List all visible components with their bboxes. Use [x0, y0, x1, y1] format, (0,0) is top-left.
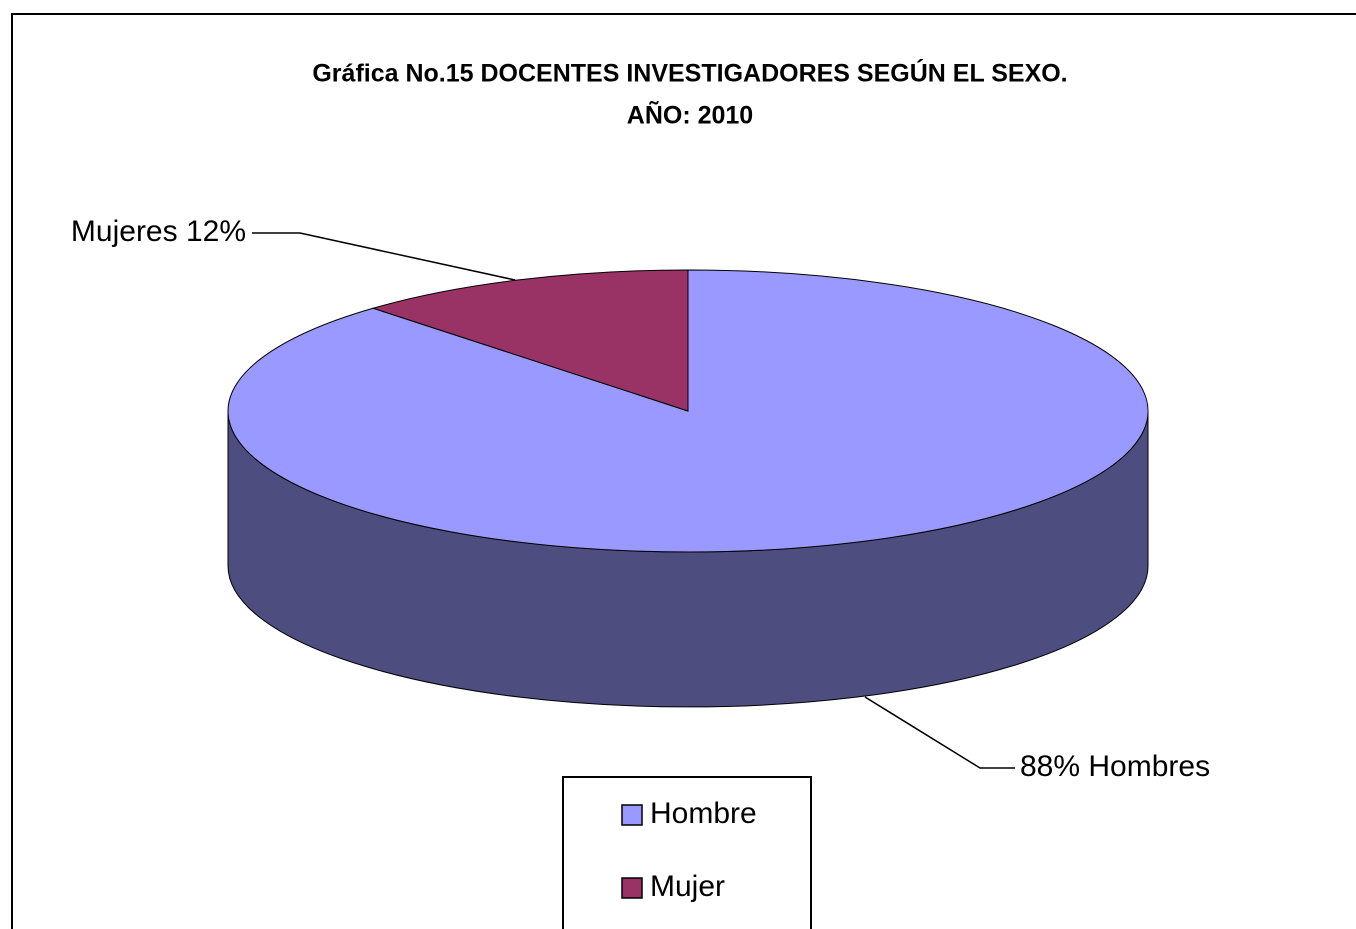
data-label: Mujeres 12%	[71, 215, 246, 248]
legend-label: Mujer	[650, 870, 725, 903]
legend-swatch	[621, 877, 643, 899]
leader-line	[252, 232, 516, 281]
legend-swatch	[621, 804, 643, 826]
leader-line	[864, 696, 1015, 769]
legend-label: Hombre	[650, 797, 757, 830]
chart-title: Gráfica No.15 DOCENTES INVESTIGADORES SE…	[312, 58, 1067, 88]
legend-box	[562, 776, 812, 929]
pie	[227, 269, 1149, 708]
data-label: 88% Hombres	[1020, 750, 1210, 783]
slice	[371, 269, 689, 412]
chart-subtitle: AÑO: 2010	[627, 100, 753, 130]
